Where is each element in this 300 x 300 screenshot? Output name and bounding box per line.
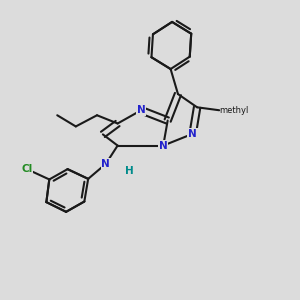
Text: Cl: Cl [21,164,32,174]
Text: N: N [188,129,197,139]
Text: methyl: methyl [219,106,249,115]
Text: N: N [101,159,110,169]
Text: N: N [159,141,168,151]
Text: H: H [125,166,134,176]
Text: N: N [137,105,146,115]
